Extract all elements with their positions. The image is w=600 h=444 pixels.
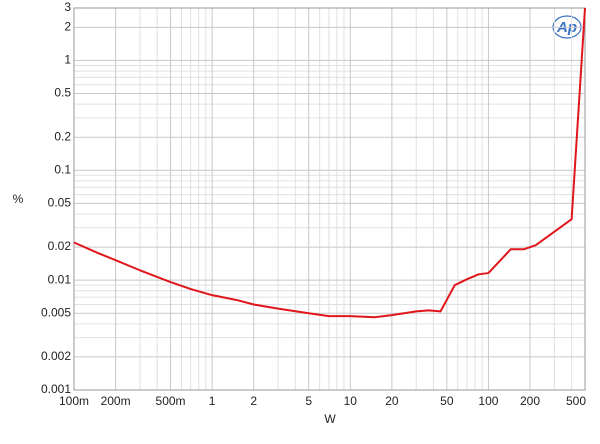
x-tick-label: 500m bbox=[156, 394, 186, 408]
data-line bbox=[73, 7, 586, 319]
y-tick-label: 0.05 bbox=[48, 196, 72, 210]
x-tick-label: 500 bbox=[566, 394, 586, 408]
x-tick-label: 2 bbox=[250, 394, 257, 408]
y-tick-label: 0.005 bbox=[41, 305, 71, 319]
y-tick-label: 0.002 bbox=[41, 349, 71, 363]
x-tick-label: 1 bbox=[209, 394, 216, 408]
x-tick-label: 100 bbox=[478, 394, 498, 408]
x-tick-label: 50 bbox=[440, 394, 454, 408]
x-tick-label: 10 bbox=[344, 394, 358, 408]
x-tick-label: 5 bbox=[305, 394, 312, 408]
y-tick-label: 0.02 bbox=[48, 239, 72, 253]
x-tick-label: 100m bbox=[59, 394, 89, 408]
y-tick-label: 0.2 bbox=[54, 129, 71, 143]
y-tick-label: 0.01 bbox=[48, 272, 72, 286]
x-tick-label: 20 bbox=[385, 394, 399, 408]
y-tick-label: 3 bbox=[64, 0, 71, 14]
x-tick-label: 200m bbox=[101, 394, 131, 408]
y-tick-label: 2 bbox=[64, 20, 71, 34]
plot-frame bbox=[73, 7, 586, 391]
x-axis-label: W bbox=[324, 412, 336, 426]
y-tick-label: 0.001 bbox=[41, 382, 71, 396]
y-tick-label: 1 bbox=[64, 53, 71, 67]
y-axis-label: % bbox=[13, 192, 24, 206]
y-tick-label: 0.1 bbox=[54, 162, 71, 176]
y-tick-label: 0.5 bbox=[54, 86, 71, 100]
x-tick-label: 200 bbox=[520, 394, 540, 408]
